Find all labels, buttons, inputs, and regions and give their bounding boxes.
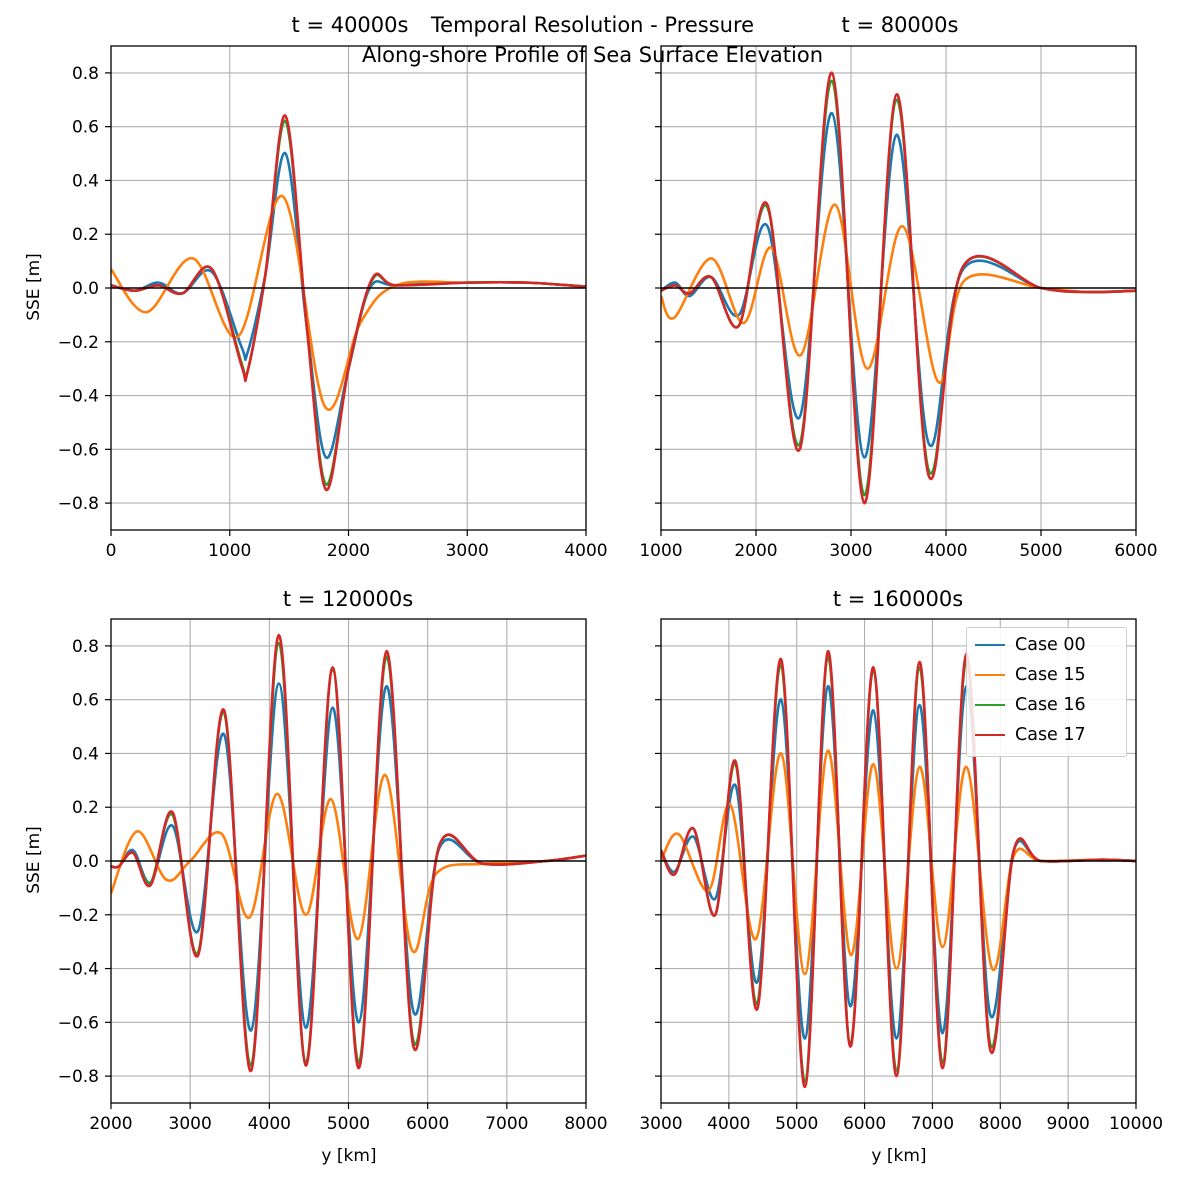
panel-4-xtick-label-3: 6000 [843, 1114, 886, 1134]
legend-swatch-case-16 [975, 704, 1005, 706]
panel-2-xtick-label-3: 4000 [924, 541, 967, 561]
panel-1-xtick-label-2: 2000 [327, 541, 370, 561]
panel-2-xtick-label-0: 1000 [639, 541, 682, 561]
legend-item-case-16: Case 16 [975, 693, 1086, 717]
panel-1-series [111, 114, 586, 491]
panel-3-xtick-label-2: 4000 [248, 1114, 291, 1134]
panel-3-ytick-label-8: 0.8 [72, 637, 99, 657]
panel-3-ytick-label-5: 0.2 [72, 798, 99, 818]
panel-2-title: t = 80000s [841, 13, 959, 37]
panel-4-series-line-3 [661, 649, 1136, 1089]
legend-label-case-16: Case 16 [1015, 695, 1086, 715]
panel-2-series-line-3 [661, 71, 1136, 505]
panel-3-xtick-label-4: 6000 [406, 1114, 449, 1134]
panel-1-ytick-label-3: −0.2 [58, 333, 99, 353]
panel-3-title: t = 120000s [282, 587, 414, 611]
legend-label-case-15: Case 15 [1015, 665, 1086, 685]
panel-1-title: t = 40000s [291, 13, 409, 37]
figure-suptitle-line1: Temporal Resolution - Pressure [430, 13, 755, 37]
panel-2-xtick-label-4: 5000 [1019, 541, 1062, 561]
panel-4-xtick-label-1: 4000 [707, 1114, 750, 1134]
panel-2: 1000 2000 3000 4000 5000 6000 [639, 45, 1158, 561]
panel-4-xtick-label-2: 5000 [775, 1114, 818, 1134]
panel-1-xtick-label-3: 3000 [446, 541, 489, 561]
panel-2-xtick-label-5: 6000 [1114, 541, 1157, 561]
panel-2-series [661, 71, 1136, 505]
legend-label-case-17: Case 17 [1015, 725, 1086, 745]
panel-4-title: t = 160000s [832, 587, 964, 611]
panel-1-ytick-label-0: −0.8 [58, 494, 99, 514]
panel-1-ytick-label-4: 0.0 [72, 279, 99, 299]
panel-3-ytick-label-7: 0.6 [72, 691, 99, 711]
panel-3-ytick-label-3: −0.2 [58, 906, 99, 926]
panel-3: 2000 3000 4000 5000 6000 7000 8000 −0.8 −0.6 −0.4… [58, 618, 608, 1134]
legend-swatch-case-00 [975, 644, 1005, 646]
panel-4-xtick-label-6: 9000 [1047, 1114, 1090, 1134]
panel-3-ytick-label-4: 0.0 [72, 852, 99, 872]
panel-3-xtick-label-0: 2000 [89, 1114, 132, 1134]
panel-3-xtick-label-5: 7000 [485, 1114, 528, 1134]
panel-3-series-line-3 [111, 633, 586, 1073]
panel-3-xtick-label-3: 5000 [327, 1114, 370, 1134]
panel-1-xtick-label-1: 1000 [208, 541, 251, 561]
panel-3-ytick-label-1: −0.6 [58, 1013, 99, 1033]
panel-1-series-line-3 [111, 114, 586, 491]
panel-3-xtick-label-1: 3000 [169, 1114, 212, 1134]
panel-3-ytick-label-0: −0.8 [58, 1067, 99, 1087]
panel-1-ylabel: SSE [m] [24, 253, 44, 321]
legend-label-case-00: Case 00 [1015, 635, 1086, 655]
legend-item-case-15: Case 15 [975, 663, 1086, 687]
panel-1-ytick-label-5: 0.2 [72, 225, 99, 245]
legend-item-case-17: Case 17 [975, 723, 1086, 747]
panel-2-series-line-1 [661, 203, 1136, 384]
panel-3-xtick-label-6: 8000 [564, 1114, 607, 1134]
panel-1-ytick-label-1: −0.6 [58, 440, 99, 460]
panel-4-xtick-label-4: 7000 [911, 1114, 954, 1134]
legend-swatch-case-17 [975, 734, 1005, 736]
panel-1-ytick-label-8: 0.8 [72, 64, 99, 84]
panel-4-xtick-label-0: 3000 [639, 1114, 682, 1134]
panel-1-ytick-label-6: 0.4 [72, 171, 99, 191]
panel-1: 0 1000 2000 3000 4000 −0.8 −0.6 −0.4 −0.2 0.0 0.2 0… [58, 45, 608, 561]
panel-4-xtick-label-7: 10000 [1109, 1114, 1163, 1134]
panel-3-ylabel: SSE [m] [24, 826, 44, 894]
legend-item-case-00: Case 00 [975, 633, 1086, 657]
panel-3-ytick-label-2: −0.4 [58, 960, 99, 980]
legend: Case 00 Case 15 Case 16 Case 17 [966, 627, 1127, 757]
panel-3-xlabel: y [km] [321, 1146, 377, 1166]
panel-4-series [661, 649, 1136, 1089]
panel-2-xtick-label-2: 3000 [829, 541, 872, 561]
panel-2-xtick-label-1: 2000 [734, 541, 777, 561]
panel-2-series-line-0 [661, 111, 1136, 459]
legend-swatch-case-15 [975, 674, 1005, 676]
panel-4: 3000 4000 5000 6000 7000 8000 9000 10000 [639, 618, 1163, 1134]
panel-1-ytick-label-2: −0.4 [58, 387, 99, 407]
figure-suptitle-line2: Along-shore Profile of Sea Surface Eleva… [361, 43, 824, 67]
panel-4-xlabel: y [km] [871, 1146, 927, 1166]
panel-3-ytick-label-6: 0.4 [72, 744, 99, 764]
panel-1-ytick-label-7: 0.6 [72, 118, 99, 138]
panel-1-xtick-label-4: 4000 [564, 541, 607, 561]
panel-4-xtick-label-5: 8000 [979, 1114, 1022, 1134]
panel-1-xtick-label-0: 0 [106, 541, 117, 561]
